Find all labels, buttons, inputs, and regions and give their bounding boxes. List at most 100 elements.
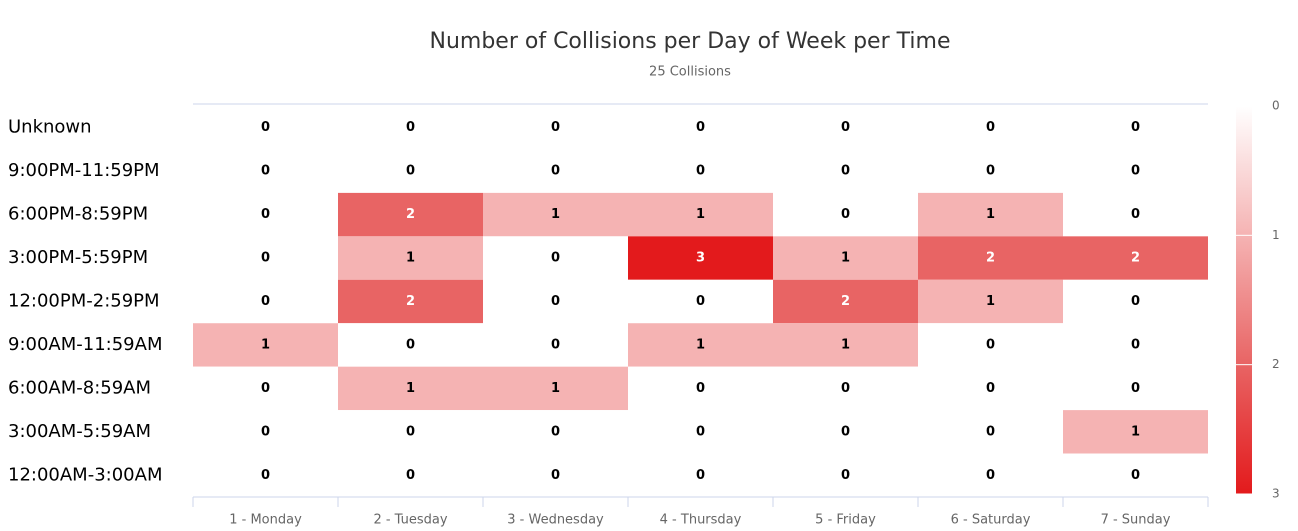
- heat-cell: [1063, 410, 1208, 454]
- color-bar: [1236, 106, 1252, 494]
- data-label: 0: [986, 424, 995, 439]
- data-label: 0: [986, 164, 995, 179]
- heat-cell: [193, 323, 338, 367]
- heat-cell: [483, 149, 628, 193]
- data-label: 0: [406, 424, 415, 439]
- data-label: 0: [986, 468, 995, 483]
- color-tick-label: 1: [1272, 228, 1280, 242]
- data-label: 0: [696, 120, 705, 135]
- heat-cell: [773, 149, 918, 193]
- heat-cell: [338, 236, 483, 280]
- data-label: 0: [551, 120, 560, 135]
- color-tick-label: 2: [1272, 357, 1280, 371]
- data-label: 1: [841, 337, 850, 352]
- heat-cell: [918, 453, 1063, 497]
- y-tick-label: 6:00PM-8:59PM: [8, 204, 148, 225]
- heat-cell: [483, 192, 628, 237]
- heat-cell: [483, 279, 628, 324]
- x-tick-label: 6 - Saturday: [951, 513, 1031, 528]
- heat-cell: [628, 453, 773, 497]
- data-label: 0: [841, 424, 850, 439]
- heat-cell: [773, 366, 918, 411]
- data-label: 0: [1131, 381, 1140, 396]
- heat-cell: [918, 149, 1063, 193]
- heat-cell: [1063, 366, 1208, 411]
- heat-cell: [338, 410, 483, 454]
- heat-cell: [918, 279, 1063, 324]
- heat-cell: [338, 323, 483, 367]
- y-tick-label: 6:00AM-8:59AM: [8, 377, 151, 398]
- data-label: 0: [1131, 337, 1140, 352]
- heat-cell: [918, 366, 1063, 411]
- data-label: 1: [406, 251, 415, 266]
- y-tick-label: 9:00PM-11:59PM: [8, 160, 160, 181]
- x-tick-label: 3 - Wednesday: [507, 513, 604, 528]
- heat-cell: [918, 106, 1063, 150]
- heat-cell: [338, 106, 483, 150]
- heat-cell: [1063, 323, 1208, 367]
- data-label: 0: [696, 468, 705, 483]
- y-tick-label: Unknown: [8, 117, 92, 138]
- data-label: 0: [406, 468, 415, 483]
- heat-cell: [193, 366, 338, 411]
- data-label: 2: [406, 294, 415, 309]
- data-label: 0: [986, 381, 995, 396]
- heat-cell: [918, 236, 1063, 280]
- data-label: 0: [261, 207, 270, 222]
- x-tick-label: 1 - Monday: [229, 513, 302, 528]
- heat-cell: [193, 453, 338, 497]
- heat-cell: [773, 453, 918, 497]
- heat-cell: [193, 410, 338, 454]
- data-label: 0: [551, 468, 560, 483]
- heat-cell: [773, 192, 918, 237]
- data-label: 1: [406, 381, 415, 396]
- heat-cell: [1063, 149, 1208, 193]
- heat-cell: [773, 236, 918, 280]
- heat-cell: [918, 410, 1063, 454]
- y-tick-label: 12:00PM-2:59PM: [8, 291, 160, 312]
- heat-cell: [628, 236, 773, 280]
- heat-cell: [483, 366, 628, 411]
- heat-cell: [918, 192, 1063, 237]
- data-label: 0: [261, 468, 270, 483]
- data-label: 1: [986, 294, 995, 309]
- heat-cell: [193, 236, 338, 280]
- y-tick-label: 9:00AM-11:59AM: [8, 334, 162, 355]
- data-label: 1: [696, 337, 705, 352]
- heat-cell: [773, 106, 918, 150]
- data-label: 1: [696, 207, 705, 222]
- data-label: 1: [261, 337, 270, 352]
- heat-cell: [628, 279, 773, 324]
- heat-cell: [1063, 453, 1208, 497]
- data-label: 0: [551, 337, 560, 352]
- data-label: 0: [1131, 294, 1140, 309]
- data-label: 0: [261, 164, 270, 179]
- heat-cell: [628, 149, 773, 193]
- heat-cell: [483, 236, 628, 280]
- heat-cell: [193, 192, 338, 237]
- chart-subtitle: 25 Collisions: [649, 65, 731, 80]
- x-tick-label: 5 - Friday: [815, 513, 876, 528]
- data-label: 1: [551, 381, 560, 396]
- heat-cell: [338, 192, 483, 237]
- y-tick-label: 3:00AM-5:59AM: [8, 421, 151, 442]
- data-label: 0: [261, 294, 270, 309]
- data-label: 0: [261, 424, 270, 439]
- data-label: 0: [551, 164, 560, 179]
- data-label: 0: [261, 251, 270, 266]
- data-label: 0: [261, 120, 270, 135]
- heat-cell: [628, 323, 773, 367]
- heat-cell: [193, 106, 338, 150]
- heat-cell: [483, 453, 628, 497]
- data-label: 0: [261, 381, 270, 396]
- heat-cell: [338, 366, 483, 411]
- data-label: 0: [406, 120, 415, 135]
- heat-cell: [338, 279, 483, 324]
- heat-cell: [628, 192, 773, 237]
- data-label: 0: [551, 251, 560, 266]
- data-label: 0: [696, 164, 705, 179]
- x-tick-label: 4 - Thursday: [660, 513, 742, 528]
- data-label: 0: [841, 468, 850, 483]
- data-label: 0: [841, 164, 850, 179]
